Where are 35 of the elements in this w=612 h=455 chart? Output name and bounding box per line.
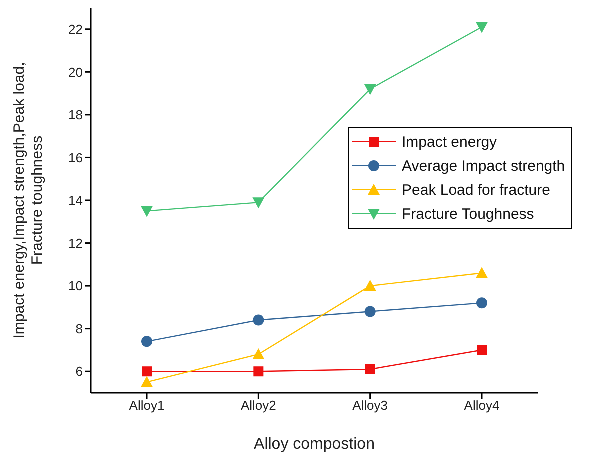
- point: [364, 280, 376, 292]
- legend-label: Peak Load for fracture: [402, 182, 550, 198]
- point: [364, 306, 376, 318]
- point: [477, 345, 487, 356]
- point: [365, 364, 376, 374]
- point: [252, 198, 265, 209]
- point: [141, 206, 153, 218]
- y-tick-label: 14: [68, 193, 83, 208]
- y-tick-label: 6: [76, 364, 83, 380]
- legend-label: Fracture Toughness: [402, 206, 534, 222]
- point: [253, 314, 264, 326]
- y-tick-label: 8: [76, 321, 83, 336]
- point: [141, 376, 153, 388]
- x-tick-label: Alloy4: [464, 398, 500, 414]
- point: [142, 366, 152, 377]
- legend-label: Average Impact strength: [402, 158, 566, 174]
- point: [252, 348, 265, 360]
- point: [476, 267, 488, 278]
- y-axis-title: Impact energy,Impact strength,Peak load, Fracture toughness: [11, 62, 46, 339]
- x-tick-label: Alloy2: [240, 398, 276, 414]
- x-tick-label: Alloy3: [352, 398, 388, 414]
- point: [142, 336, 152, 348]
- y-tick-label: 22: [68, 22, 83, 38]
- y-tick-label: 20: [68, 64, 83, 80]
- y-tick-label: 12: [68, 236, 83, 251]
- y-tick-label: 16: [68, 150, 83, 166]
- point: [364, 84, 376, 96]
- y-tick-label: 10: [68, 278, 83, 294]
- legend-label: Impact energy: [402, 134, 498, 150]
- x-tick-label: Alloy1: [129, 398, 165, 414]
- x-axis-title: Alloy compostion: [254, 436, 375, 453]
- point: [476, 22, 488, 34]
- point: [476, 298, 488, 309]
- point: [254, 366, 264, 377]
- y-tick-label: 18: [68, 108, 83, 123]
